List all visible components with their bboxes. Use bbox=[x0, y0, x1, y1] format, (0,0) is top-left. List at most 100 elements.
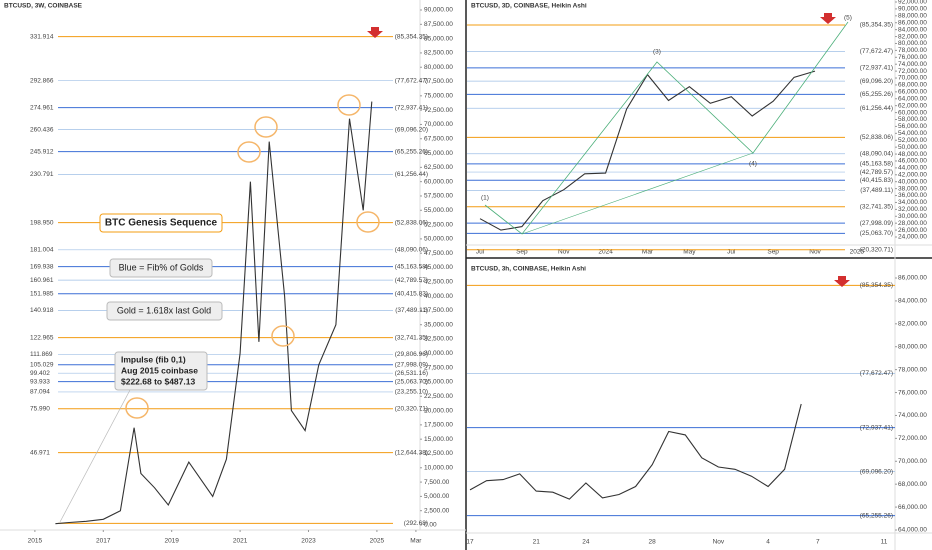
level-label: (45,163.58) bbox=[860, 161, 893, 168]
level-label: (42,789.57) bbox=[395, 277, 428, 284]
y-tick-label: 64,000.00 bbox=[898, 95, 927, 102]
level-ratio: 140.918 bbox=[30, 307, 54, 314]
level-label: (27,998.09) bbox=[860, 220, 893, 227]
wave-label: (4) bbox=[749, 161, 757, 168]
y-tick-label: 22,500.00 bbox=[424, 393, 453, 400]
level-label: (32,741.35) bbox=[395, 334, 428, 341]
y-tick-label: 15,000.00 bbox=[424, 436, 453, 443]
y-tick-label: 36,000.00 bbox=[898, 192, 927, 199]
level-label: (85,354.35) bbox=[860, 22, 893, 29]
y-tick-label: 78,000.00 bbox=[898, 366, 927, 373]
y-tick-label: 77,500.00 bbox=[424, 78, 453, 85]
y-tick-label: 7,500.00 bbox=[424, 479, 450, 486]
level-ratio: 181.004 bbox=[30, 247, 54, 254]
level-label: (69,096.20) bbox=[860, 78, 893, 85]
wave-path bbox=[484, 21, 849, 235]
y-tick-label: 88,000.00 bbox=[898, 13, 927, 20]
y-tick-label: 72,000.00 bbox=[898, 435, 927, 442]
y-tick-label: 85,000.00 bbox=[424, 35, 453, 42]
x-tick-label: Mar bbox=[410, 538, 422, 545]
level-ratio: 75.990 bbox=[30, 405, 50, 412]
y-tick-label: 5,000.00 bbox=[424, 493, 450, 500]
level-ratio: 169.938 bbox=[30, 263, 54, 270]
y-tick-label: 27,500.00 bbox=[424, 364, 453, 371]
x-tick-label: 2019 bbox=[164, 538, 179, 545]
y-tick-label: 34,000.00 bbox=[898, 199, 927, 206]
y-tick-label: 50,000.00 bbox=[424, 236, 453, 243]
impulse-note: Aug 2015 coinbase bbox=[121, 365, 198, 375]
y-tick-label: 80,000.00 bbox=[898, 40, 927, 47]
y-tick-label: 70,000.00 bbox=[898, 458, 927, 465]
y-tick-label: 58,000.00 bbox=[898, 116, 927, 123]
y-tick-label: 84,000.00 bbox=[898, 298, 927, 305]
level-label: (25,063.70) bbox=[860, 230, 893, 237]
y-tick-label: 82,000.00 bbox=[898, 33, 927, 40]
level-label: (27,998.09) bbox=[395, 362, 428, 369]
x-tick-label: 2025 bbox=[370, 538, 385, 545]
x-tick-label: 2015 bbox=[28, 538, 43, 545]
y-tick-label: 45,000.00 bbox=[424, 264, 453, 271]
level-label: (40,415.83) bbox=[860, 177, 893, 184]
annotation: Gold = 1.618x last Gold bbox=[117, 305, 211, 315]
wave-label: (1) bbox=[481, 195, 489, 202]
y-tick-label: 32,000.00 bbox=[898, 206, 927, 213]
decorations bbox=[59, 13, 850, 523]
level-label: (65,255.26) bbox=[395, 148, 428, 155]
level-ratio: 274.961 bbox=[30, 104, 54, 111]
y-tick-label: 87,500.00 bbox=[424, 21, 453, 28]
y-tick-label: 47,500.00 bbox=[424, 250, 453, 257]
y-tick-label: 52,000.00 bbox=[898, 137, 927, 144]
level-label: (77,672.47) bbox=[860, 48, 893, 55]
level-label: (52,838.06) bbox=[860, 134, 893, 141]
x-tick-label: 11 bbox=[881, 539, 888, 546]
y-tick-label: 76,000.00 bbox=[898, 54, 927, 61]
level-ratio: 99.402 bbox=[30, 370, 50, 377]
level-label: (72,937.41) bbox=[860, 65, 893, 72]
y-tick-label: 56,000.00 bbox=[898, 123, 927, 130]
x-tick-label: 2017 bbox=[96, 538, 111, 545]
y-tick-label: 64,000.00 bbox=[898, 527, 927, 534]
level-label: (69,096.20) bbox=[395, 126, 428, 133]
level-ratio: 260.436 bbox=[30, 126, 54, 133]
level-label: (77,672.47) bbox=[395, 77, 428, 84]
panel-title: BTCUSD, 3D, COINBASE, Heikin Ashi bbox=[471, 3, 587, 10]
y-tick-label: 48,000.00 bbox=[898, 151, 927, 158]
level-label: (40,415.83) bbox=[395, 290, 428, 297]
level-label: (37,489.11) bbox=[860, 187, 893, 194]
level-ratio: 122.965 bbox=[30, 334, 54, 341]
x-tick-label: 17 bbox=[466, 539, 474, 546]
x-tick-label: 24 bbox=[582, 539, 590, 546]
annotation-box bbox=[109, 258, 213, 278]
y-tick-label: 78,000.00 bbox=[898, 47, 927, 54]
y-tick-label: 90,000.00 bbox=[898, 6, 927, 13]
y-tick-label: 40,000.00 bbox=[424, 293, 453, 300]
level-label: (61,256.44) bbox=[395, 171, 428, 178]
highlight-circle bbox=[254, 116, 278, 138]
y-tick-label: 70,000.00 bbox=[424, 121, 453, 128]
x-tick-label: 2023 bbox=[301, 538, 316, 545]
y-tick-label: 74,000.00 bbox=[898, 412, 927, 419]
x-tick-label: 4 bbox=[766, 539, 770, 546]
arrow-down bbox=[834, 276, 850, 287]
y-tick-label: 35,000.00 bbox=[424, 321, 453, 328]
y-tick-label: 66,000.00 bbox=[898, 504, 927, 511]
y-tick-label: 66,000.00 bbox=[898, 89, 927, 96]
price-line bbox=[55, 101, 373, 525]
panel-title: BTCUSD, 3W, COINBASE bbox=[4, 3, 83, 10]
level-label: (23,255.10) bbox=[395, 389, 428, 396]
y-tick-label: 17,500.00 bbox=[424, 422, 453, 429]
y-tick-label: 52,500.00 bbox=[424, 221, 453, 228]
highlight-circle bbox=[271, 325, 295, 347]
level-label: (48,090.04) bbox=[860, 150, 893, 157]
y-tick-label: 74,000.00 bbox=[898, 61, 927, 68]
level-ratio: 198.950 bbox=[30, 219, 54, 226]
y-tick-label: 82,500.00 bbox=[424, 50, 453, 57]
x-tick-label: 28 bbox=[649, 539, 657, 546]
wave-label: (3) bbox=[653, 49, 661, 56]
level-label: (12,644.38) bbox=[395, 449, 428, 456]
level-ratio: 292.866 bbox=[30, 77, 54, 84]
level-ratio: 46.971 bbox=[30, 449, 50, 456]
level-ratio: 111.869 bbox=[30, 351, 53, 358]
y-tick-label: 57,500.00 bbox=[424, 193, 453, 200]
x-tick-label: 2021 bbox=[233, 538, 248, 545]
